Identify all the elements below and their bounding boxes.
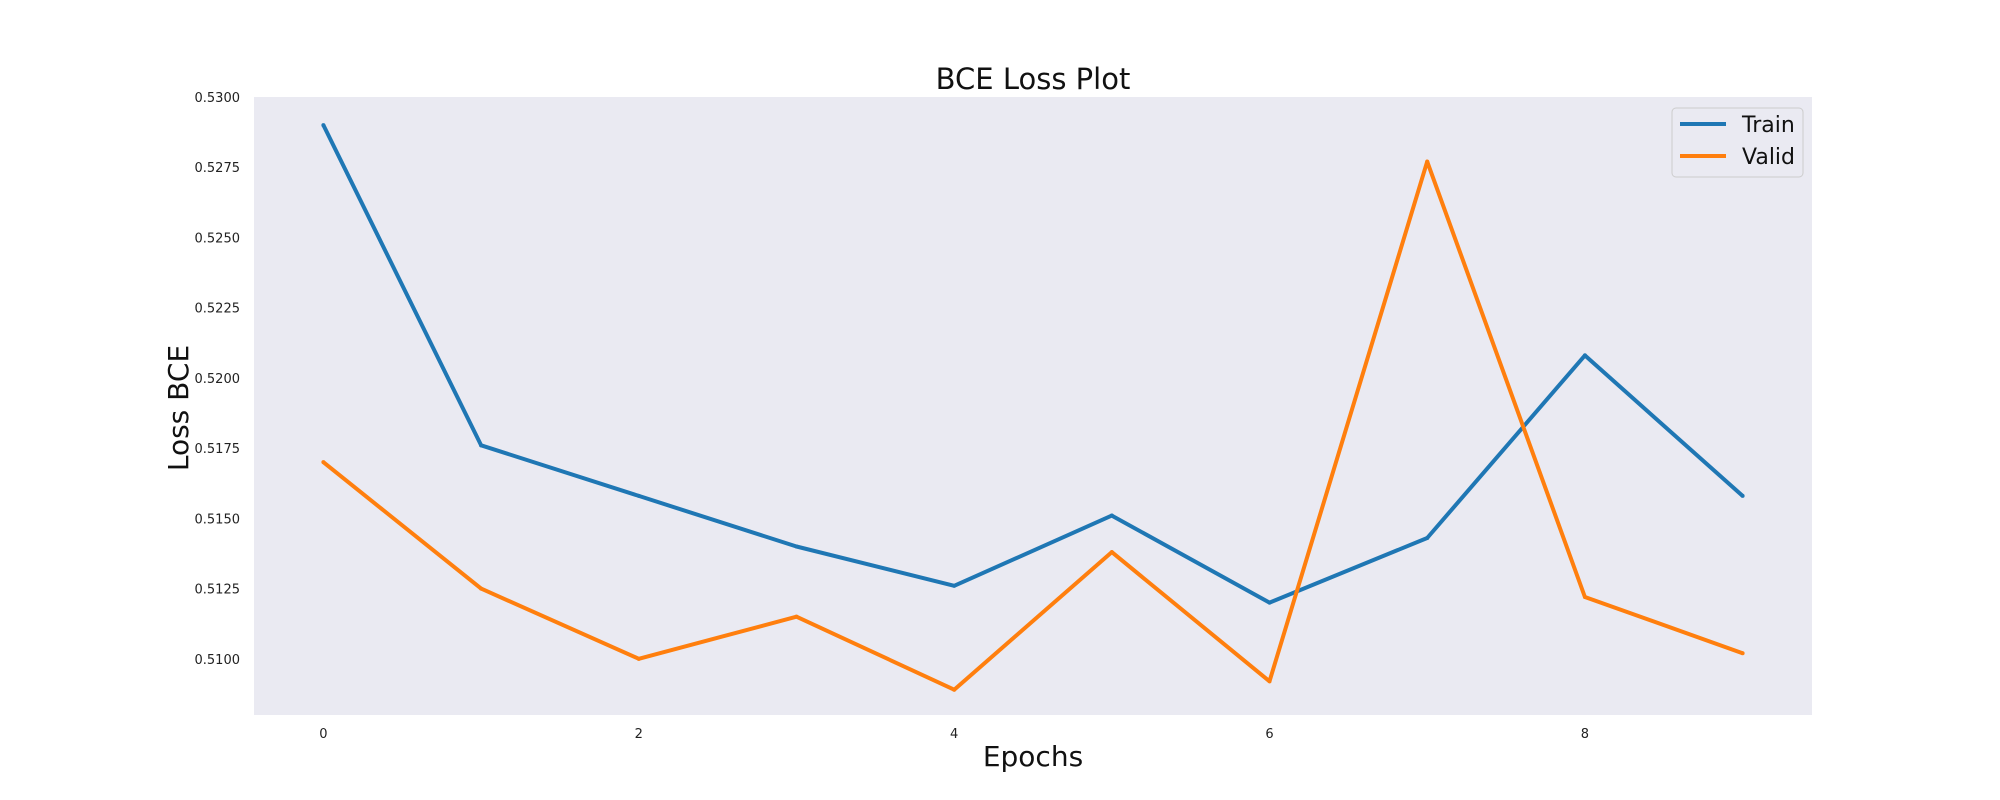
data-point-train	[1267, 600, 1272, 605]
y-tick-label: 0.5200	[195, 372, 241, 387]
x-tick-label: 4	[950, 727, 958, 742]
data-point-train	[321, 123, 326, 128]
legend-label-train: Train	[1741, 113, 1795, 138]
data-point-train	[952, 583, 957, 588]
x-tick-label: 6	[1265, 727, 1273, 742]
x-tick-label: 0	[319, 727, 327, 742]
legend-label-valid: Valid	[1742, 145, 1795, 170]
data-point-train	[1582, 353, 1587, 358]
data-point-valid	[1267, 679, 1272, 684]
y-tick-label: 0.5300	[195, 91, 241, 106]
y-tick-label: 0.5225	[195, 302, 241, 317]
data-point-valid	[1582, 595, 1587, 600]
x-tick-label: 8	[1581, 727, 1589, 742]
series-line-train	[321, 124, 1744, 605]
y-tick-label: 0.5275	[195, 161, 241, 176]
data-point-valid	[952, 687, 957, 692]
chart-title: BCE Loss Plot	[936, 62, 1131, 96]
plot-area	[254, 97, 1812, 715]
y-tick-label: 0.5150	[195, 512, 241, 527]
data-point-valid	[321, 460, 326, 465]
data-point-valid	[479, 586, 484, 591]
data-point-train	[479, 443, 484, 448]
x-tick-label: 2	[635, 727, 643, 742]
series-lines	[321, 123, 1745, 692]
y-tick-label: 0.5250	[195, 231, 241, 246]
series-line-valid	[322, 159, 1744, 692]
data-point-train	[794, 544, 799, 549]
data-point-train	[1425, 536, 1430, 541]
data-point-train	[1740, 493, 1745, 498]
data-point-train	[636, 493, 641, 498]
y-tick-label: 0.5100	[195, 653, 241, 668]
data-point-valid	[636, 656, 641, 661]
data-point-valid	[1109, 550, 1114, 555]
y-axis-label: Loss BCE	[162, 345, 195, 471]
y-tick-label: 0.5125	[195, 583, 241, 598]
y-tick-label: 0.5175	[195, 442, 241, 457]
x-axis-label: Epochs	[983, 740, 1083, 773]
data-point-valid	[1425, 159, 1430, 164]
data-point-valid	[1740, 651, 1745, 656]
data-point-valid	[794, 614, 799, 619]
data-point-train	[1109, 513, 1114, 518]
x-axis-ticks: 0 2 4 6 8	[319, 727, 1589, 742]
legend: Train Valid	[1671, 107, 1804, 178]
y-axis-ticks: 0.5100 0.5125 0.5150 0.5175 0.5200 0.5225 0.52…	[195, 91, 241, 668]
